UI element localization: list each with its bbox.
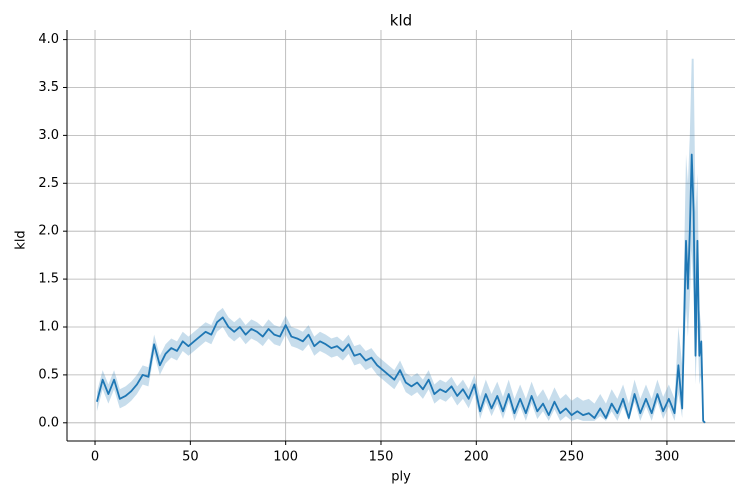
x-axis-label: ply <box>391 470 411 485</box>
y-tick-label: 2.5 <box>38 176 59 191</box>
x-tick-label: 300 <box>655 450 680 465</box>
x-tick-label: 50 <box>182 450 199 465</box>
y-tick-label: 4.0 <box>38 32 59 47</box>
x-tick-label: 0 <box>91 450 99 465</box>
x-tick-label: 150 <box>369 450 394 465</box>
x-tick-label: 200 <box>464 450 489 465</box>
x-tick-label: 100 <box>273 450 298 465</box>
y-tick-label: 0.5 <box>38 367 59 382</box>
y-tick-label: 2.0 <box>38 224 59 239</box>
y-tick-label: 3.0 <box>38 128 59 143</box>
y-tick-label: 1.5 <box>38 272 59 287</box>
line <box>96 153 706 424</box>
y-tick-label: 0.0 <box>38 415 59 430</box>
x-tick-label: 250 <box>559 450 584 465</box>
confidence-band <box>96 58 706 423</box>
y-tick-label: 3.5 <box>38 80 59 95</box>
chart-title: kld <box>390 12 412 30</box>
y-tick-label: 1.0 <box>38 319 59 334</box>
y-axis-label: kld <box>14 230 29 249</box>
